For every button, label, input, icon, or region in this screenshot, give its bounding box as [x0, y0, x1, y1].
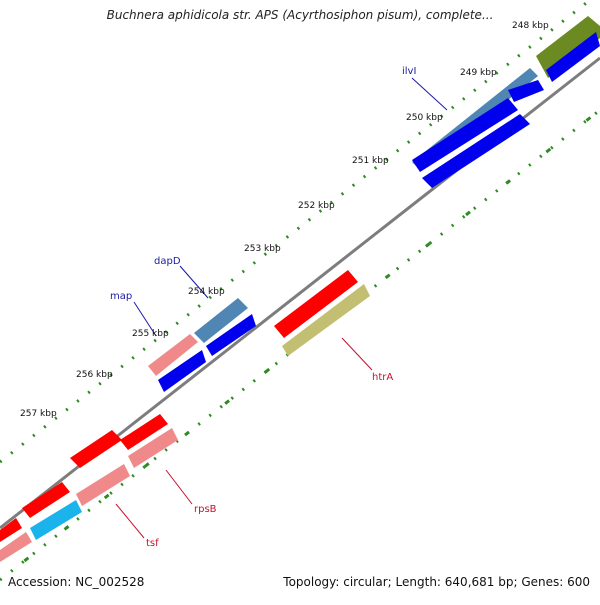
feature-red-a[interactable] — [120, 414, 168, 450]
callout-tsf — [115, 503, 145, 539]
callout-dapD — [179, 265, 209, 299]
feature-pink-c[interactable] — [0, 532, 32, 562]
gene-label-rpsB[interactable]: rpsB — [194, 504, 217, 515]
outer-dotted-ring — [0, 0, 591, 464]
feature-red-c[interactable] — [22, 482, 70, 518]
tick-label: 253 kbp — [244, 244, 281, 254]
genome-title: Buchnera aphidicola str. APS (Acyrthosip… — [106, 8, 494, 22]
feature-blue-d[interactable] — [422, 114, 530, 188]
feature-rpsB[interactable] — [128, 428, 178, 468]
feature-blue-e[interactable] — [206, 314, 256, 356]
feature-red-d[interactable] — [0, 518, 22, 542]
reverse-strand-features — [0, 32, 600, 562]
tick-label: 255 kbp — [132, 329, 169, 339]
feature-blue-f[interactable] — [158, 350, 206, 392]
tick-label: 250 kbp — [406, 113, 443, 123]
tick-labels: 248 kbp 249 kbp 250 kbp 251 kbp 252 kbp … — [20, 21, 549, 419]
gene-label-map[interactable]: map — [110, 291, 132, 302]
inner-dotted-ring — [0, 108, 600, 582]
feature-map[interactable] — [148, 334, 198, 376]
feature-dapD[interactable] — [194, 298, 248, 343]
callout-lines — [115, 77, 448, 539]
feature-blue-c[interactable] — [412, 98, 518, 172]
callout-rpsB — [165, 469, 193, 505]
tick-label: 257 kbp — [20, 409, 57, 419]
tick-label: 248 kbp — [512, 21, 549, 31]
gene-label-dapD[interactable]: dapD — [154, 256, 181, 267]
callout-ilvI — [411, 77, 448, 111]
feature-htrA-red[interactable] — [274, 270, 358, 338]
callout-map — [133, 301, 157, 337]
feature-htrA[interactable] — [282, 284, 370, 356]
gene-label-ilvI[interactable]: ilvI — [402, 66, 416, 77]
feature-blue-b[interactable] — [508, 80, 544, 102]
tick-label: 249 kbp — [460, 68, 497, 78]
genome-summary: Topology: circular; Length: 640,681 bp; … — [283, 575, 590, 589]
feature-tsf[interactable] — [30, 500, 82, 540]
gene-label-htrA[interactable]: htrA — [372, 372, 393, 383]
tick-label: 251 kbp — [352, 156, 389, 166]
gene-label-tsf[interactable]: tsf — [146, 538, 159, 549]
forward-strand-features — [0, 16, 600, 542]
tick-label: 252 kbp — [298, 201, 335, 211]
accession-label: Accession: NC_002528 — [8, 575, 145, 589]
feature-blue-a[interactable] — [546, 32, 600, 82]
tick-label: 254 kbp — [188, 287, 225, 297]
feature-pink-b[interactable] — [76, 464, 130, 506]
tick-label: 256 kbp — [76, 370, 113, 380]
gene-labels: ilvI dapD map htrA rpsB tsf — [110, 66, 416, 549]
feature-red-b[interactable] — [70, 430, 122, 468]
feature-olive[interactable] — [536, 16, 600, 78]
callout-htrA — [341, 337, 373, 371]
